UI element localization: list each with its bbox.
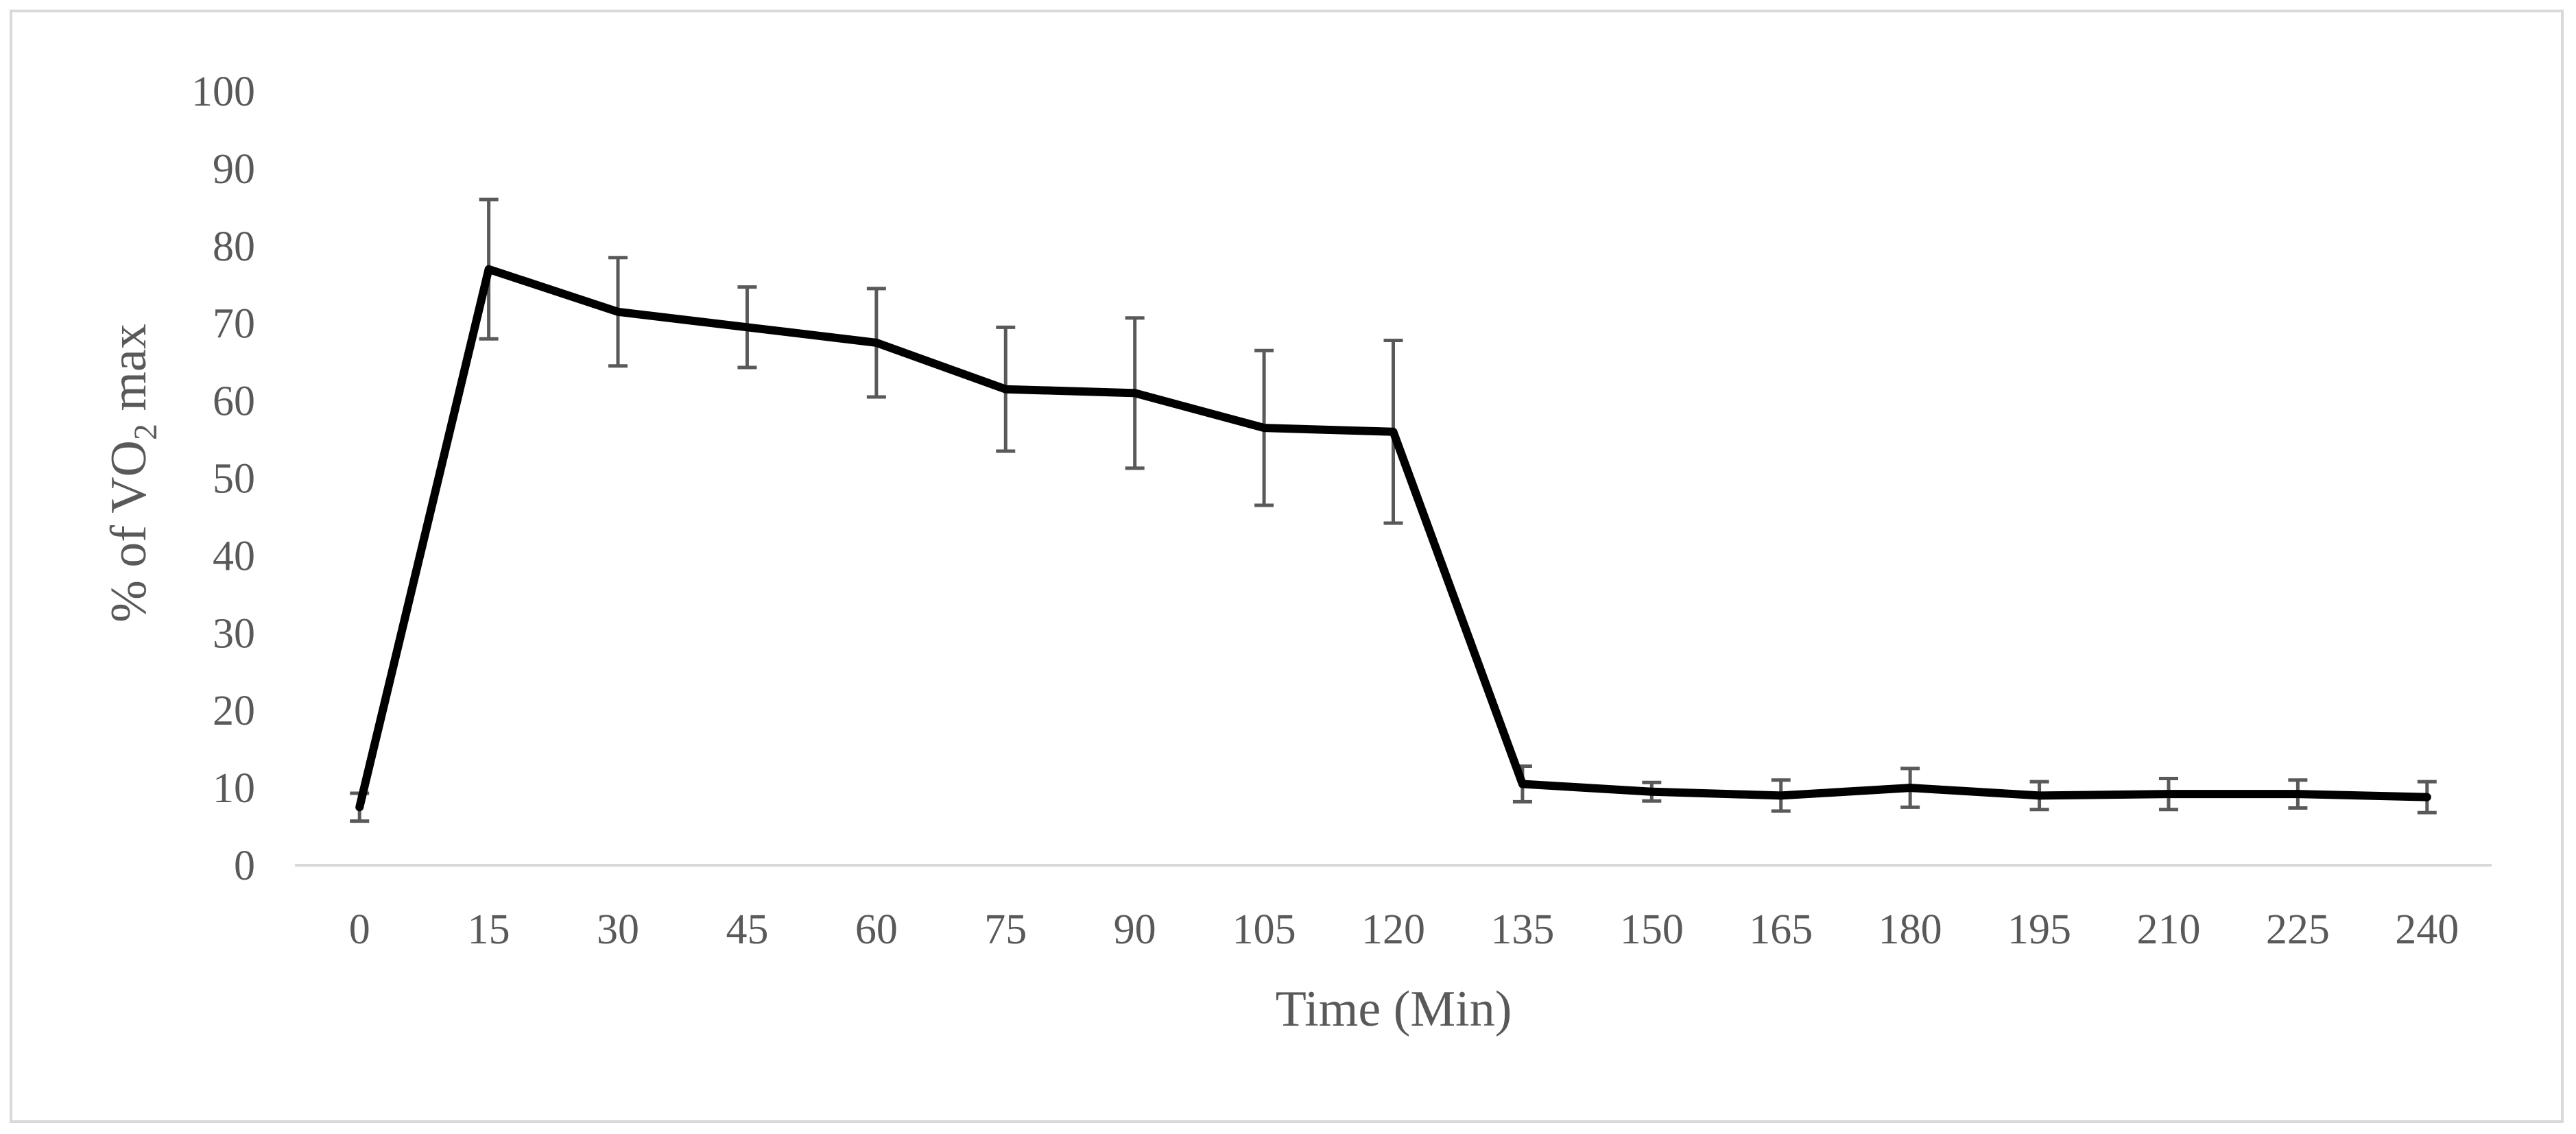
x-tick-label: 0 bbox=[349, 906, 370, 953]
y-tick-label: 40 bbox=[213, 533, 255, 579]
error-bars bbox=[350, 197, 2437, 823]
x-tick-label: 165 bbox=[1749, 906, 1813, 953]
y-tick-labels: 0 10 20 30 40 50 60 70 80 90 100 bbox=[191, 69, 255, 889]
x-tick-label: 135 bbox=[1490, 906, 1554, 953]
y-tick-label: 60 bbox=[213, 378, 255, 425]
x-axis-title: Time (Min) bbox=[1276, 981, 1512, 1037]
x-tick-label: 15 bbox=[468, 906, 510, 953]
y-axis-title-subscript: 2 bbox=[128, 424, 164, 440]
x-tick-label: 120 bbox=[1361, 906, 1425, 953]
y-tick-label: 50 bbox=[213, 456, 255, 503]
x-tick-label: 30 bbox=[597, 906, 639, 953]
x-tick-label: 210 bbox=[2136, 906, 2200, 953]
y-axis-title-suffix: max bbox=[101, 324, 157, 424]
series-line bbox=[355, 265, 2431, 812]
x-tick-label: 240 bbox=[2395, 906, 2459, 953]
x-tick-label: 90 bbox=[1114, 906, 1156, 953]
y-tick-label: 30 bbox=[213, 610, 255, 657]
x-tick-label: 150 bbox=[1620, 906, 1684, 953]
y-axis-title-prefix: % of VO bbox=[101, 440, 157, 623]
y-tick-label: 10 bbox=[213, 765, 255, 812]
x-tick-label: 195 bbox=[2007, 906, 2071, 953]
x-tick-label: 225 bbox=[2266, 906, 2330, 953]
y-tick-label: 100 bbox=[191, 69, 255, 115]
x-tick-labels: 0 15 30 45 60 75 90 105 120 135 150 165 180 195 210 225… bbox=[349, 906, 2459, 953]
y-tick-label: 20 bbox=[213, 688, 255, 734]
y-axis-title: % of VO2 max bbox=[101, 324, 164, 623]
y-tick-label: 90 bbox=[213, 146, 255, 193]
x-tick-label: 105 bbox=[1232, 906, 1296, 953]
x-tick-label: 180 bbox=[1879, 906, 1942, 953]
x-tick-label: 60 bbox=[855, 906, 898, 953]
y-tick-label: 80 bbox=[213, 224, 255, 270]
x-tick-label: 45 bbox=[726, 906, 768, 953]
y-tick-label: 70 bbox=[213, 301, 255, 348]
y-tick-label: 0 bbox=[234, 843, 255, 889]
chart-frame bbox=[10, 10, 2564, 1123]
x-tick-label: 75 bbox=[984, 906, 1027, 953]
